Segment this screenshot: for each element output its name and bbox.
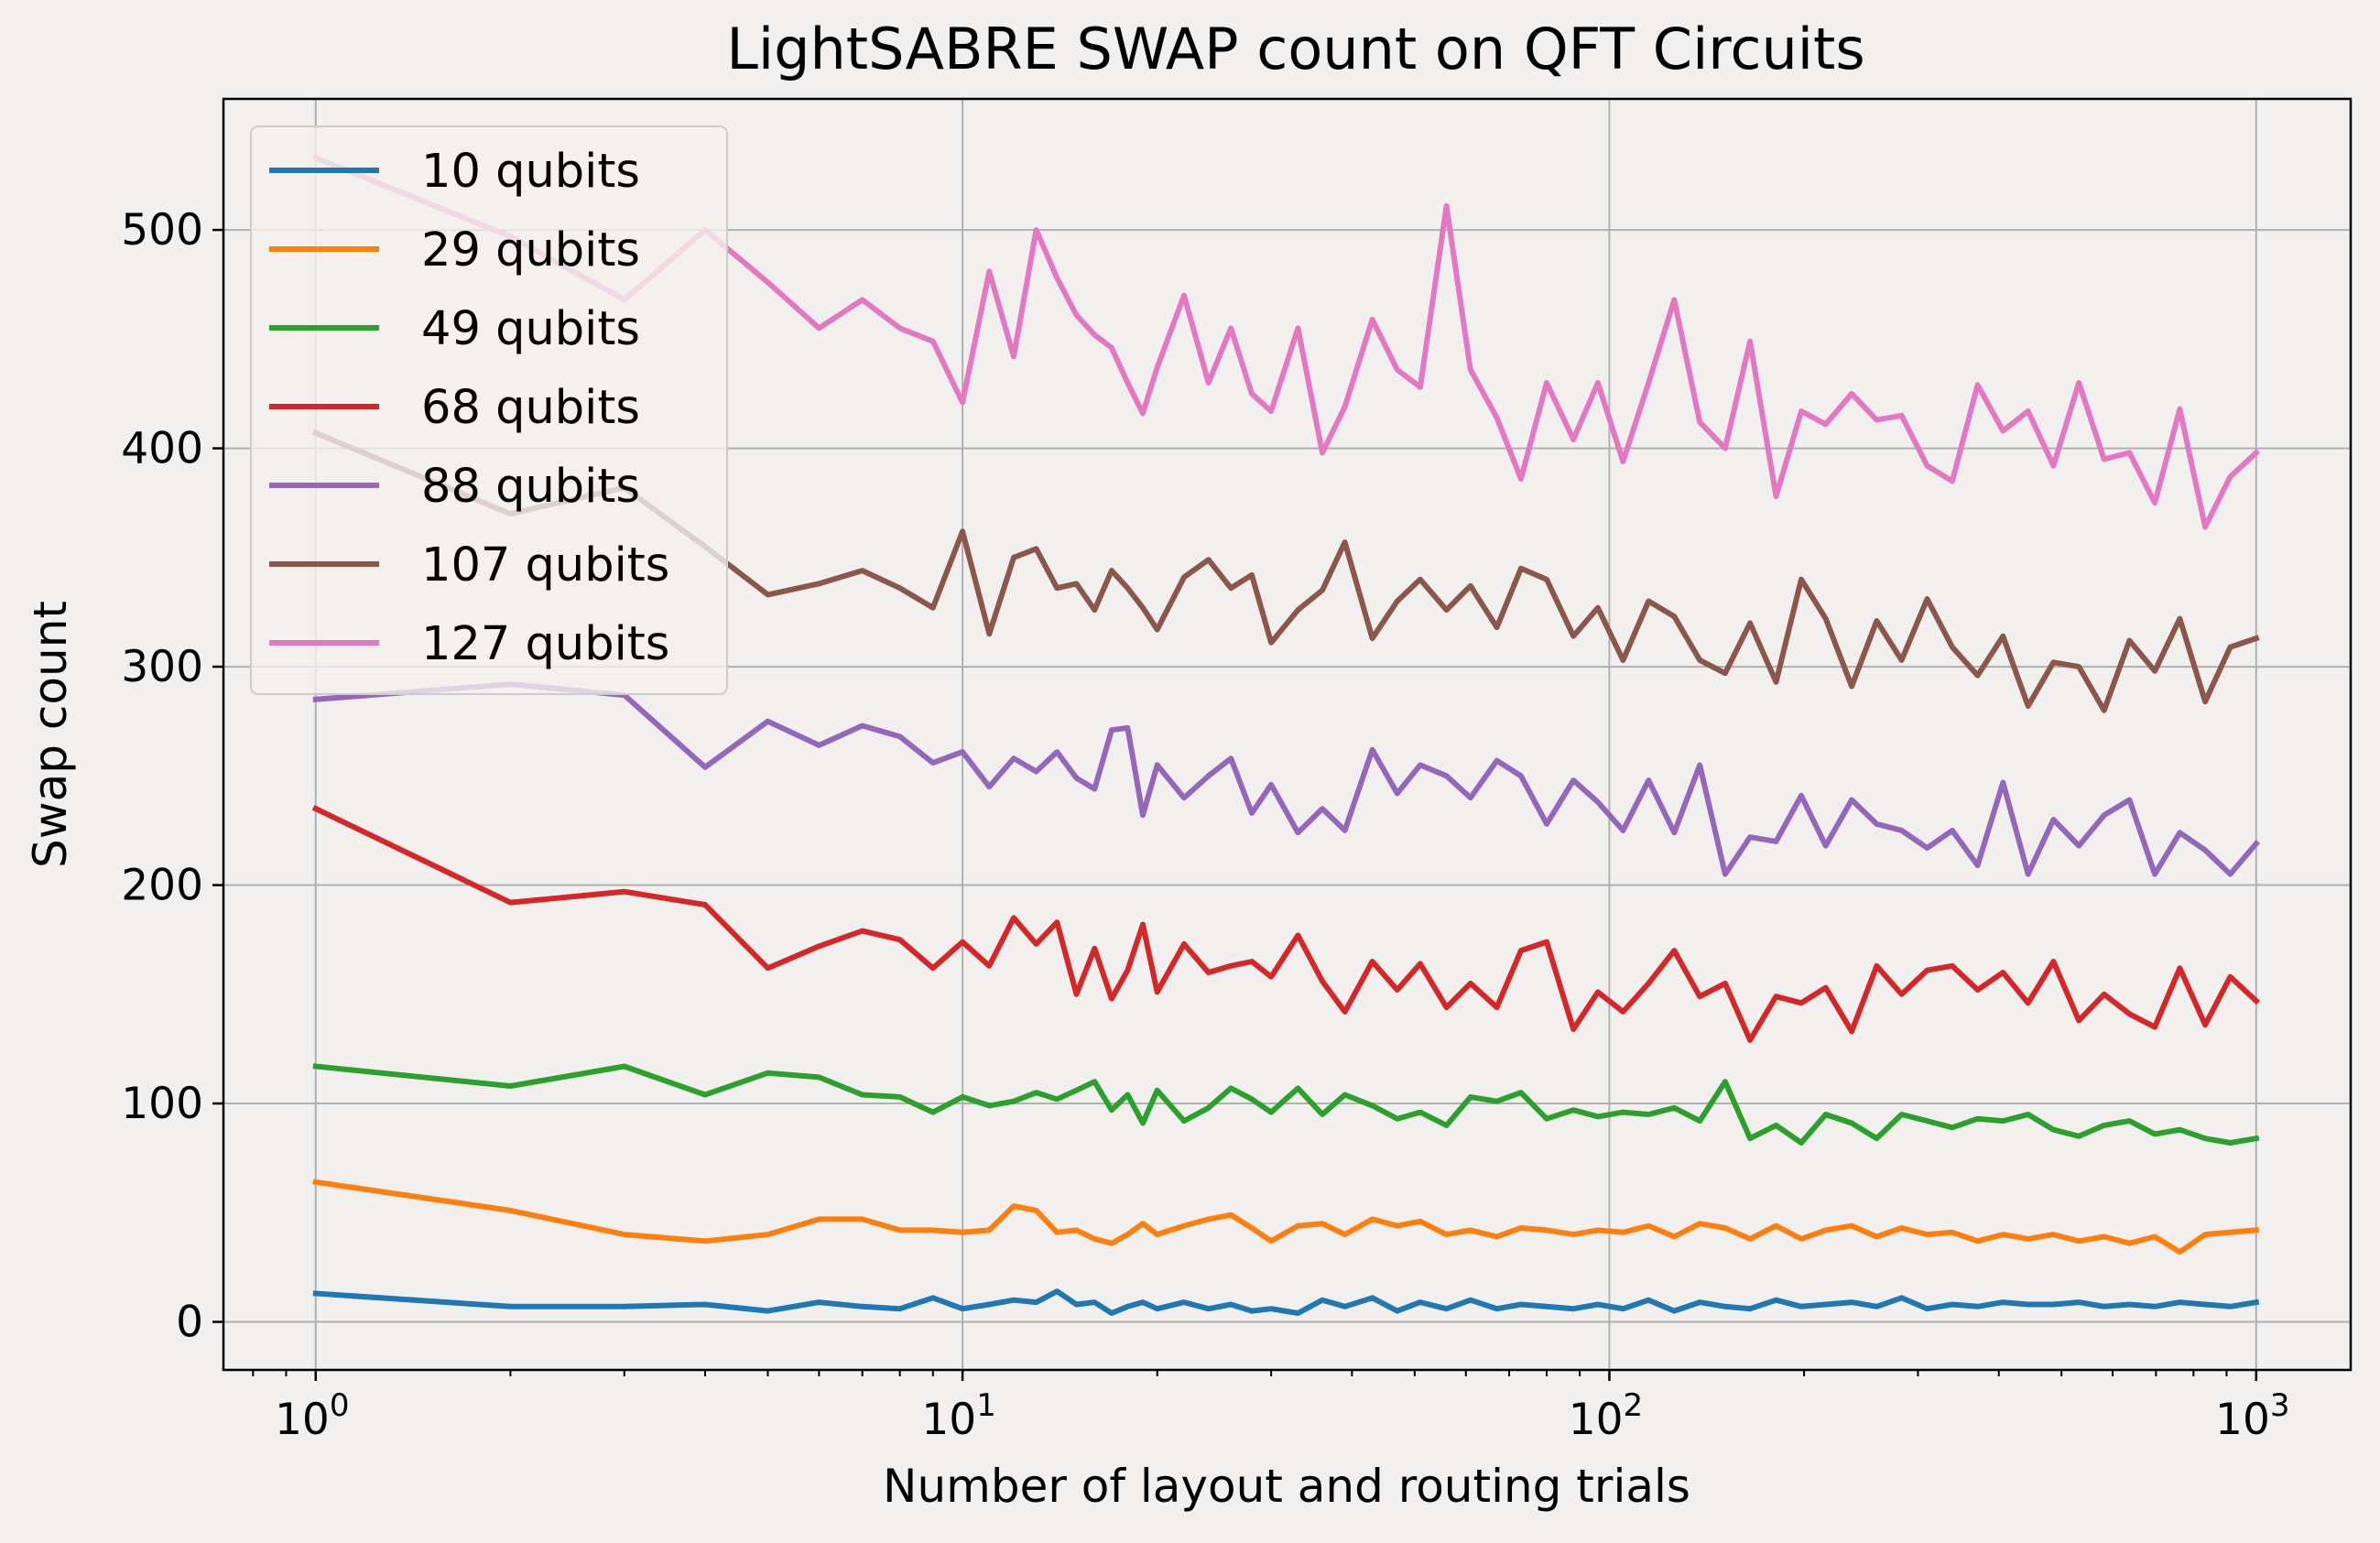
x-tick-base: 10	[2215, 1395, 2270, 1445]
legend-label: 107 qubits	[421, 538, 669, 592]
y-axis: 0 100 200 300 400 500	[121, 205, 223, 1348]
x-tick-label: 102	[1569, 1387, 1643, 1445]
legend-box	[250, 125, 728, 695]
series-lines	[311, 154, 2261, 1316]
series-line-88-qubits	[312, 681, 2261, 877]
y-tick-label: 500	[121, 205, 203, 255]
y-tick-label: 200	[121, 861, 203, 911]
y-tick-label: 0	[176, 1298, 203, 1348]
x-tick-label: 100	[275, 1387, 349, 1445]
x-axis-label: Number of layout and routing trials	[883, 1460, 1690, 1513]
x-tick-base: 10	[275, 1395, 330, 1445]
x-tick-exponent: 0	[330, 1387, 350, 1424]
legend: 10 qubits 29 qubits 49 qubits 68 qubits 88 q…	[250, 125, 728, 695]
x-tick-exponent: 1	[976, 1387, 996, 1424]
legend-label: 49 qubits	[421, 302, 640, 356]
x-tick-exponent: 3	[2270, 1387, 2290, 1424]
x-tick-base: 10	[1569, 1395, 1624, 1445]
x-tick-base: 10	[921, 1395, 976, 1445]
legend-label: 88 qubits	[421, 460, 640, 514]
series-line-68-qubits	[311, 805, 2261, 1043]
series-line-127-qubits	[311, 154, 2261, 530]
x-axis: 100 101 102 103	[275, 1370, 2290, 1445]
plot-frame	[222, 97, 2353, 1372]
y-tick-label: 400	[121, 424, 203, 474]
legend-label: 10 qubits	[421, 145, 640, 199]
x-tick-label: 101	[921, 1387, 995, 1445]
series-line-29-qubits	[312, 1179, 2260, 1255]
series-line-49-qubits	[312, 1063, 2260, 1146]
x-minor-ticks	[252, 1370, 2228, 1376]
legend-label: 68 qubits	[421, 381, 640, 435]
series-line-10-qubits	[312, 1288, 2260, 1316]
legend-label: 29 qubits	[421, 223, 640, 277]
series-line-107-qubits	[311, 429, 2260, 713]
y-tick-label: 100	[121, 1079, 203, 1129]
legend-label: 127 qubits	[421, 617, 669, 671]
y-tick-label: 300	[121, 642, 203, 692]
x-tick-label: 103	[2215, 1387, 2289, 1445]
chart-title: LightSABRE SWAP count on QFT Circuits	[726, 16, 1864, 82]
y-axis-label: Swap count	[24, 601, 77, 868]
x-tick-exponent: 2	[1624, 1387, 1644, 1424]
